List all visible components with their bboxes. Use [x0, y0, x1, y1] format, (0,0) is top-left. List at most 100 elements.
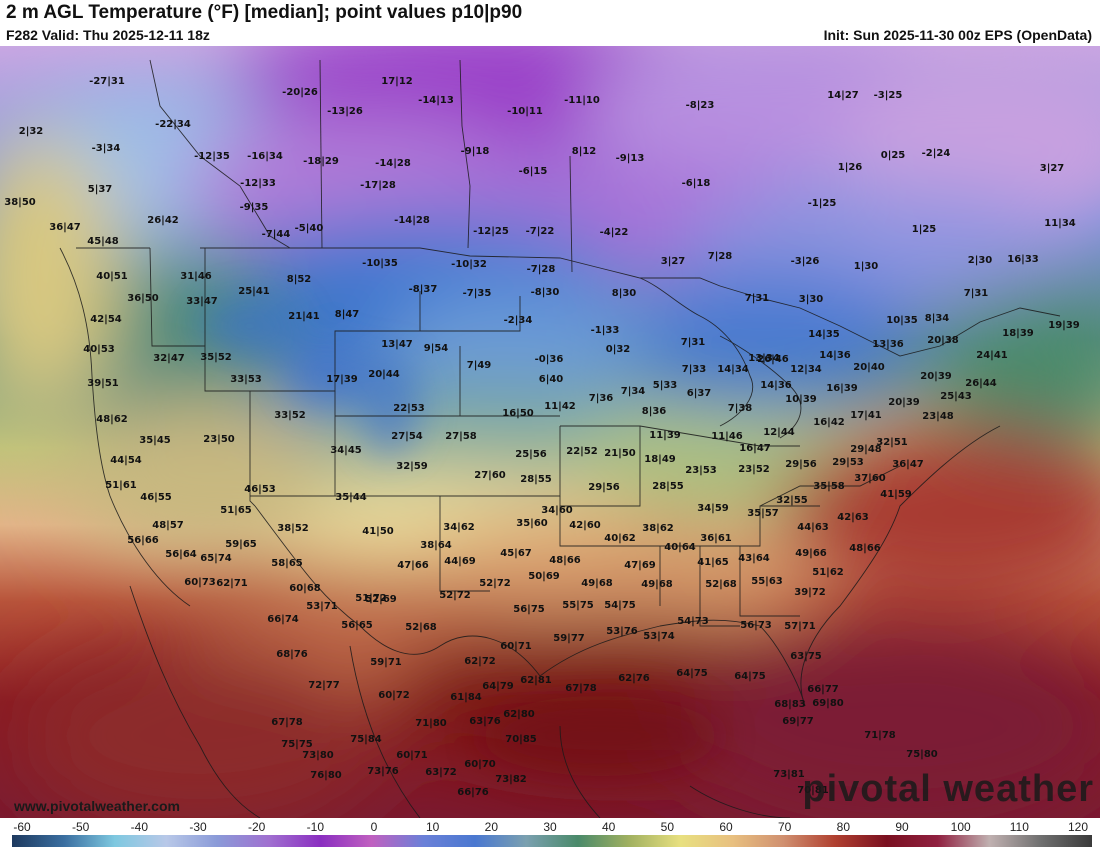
point-value-label: -12|35: [194, 151, 230, 162]
point-value-label: 35|58: [813, 481, 845, 492]
point-value-label: 8|12: [571, 146, 597, 157]
point-value-label: 32|55: [776, 495, 808, 506]
point-value-label: -0|36: [534, 354, 564, 365]
point-value-label: -7|22: [525, 226, 555, 237]
point-value-label: -5|40: [294, 223, 324, 234]
point-value-label: 52|72: [479, 578, 511, 589]
point-value-label: 25|41: [238, 286, 270, 297]
colorbar-tick-label: 90: [895, 820, 909, 834]
colorbar-tick-label: -30: [189, 820, 207, 834]
point-value-label: 62|76: [618, 673, 650, 684]
point-value-label: 41|59: [880, 489, 912, 500]
point-value-label: 7|36: [588, 393, 614, 404]
point-value-label: 7|38: [727, 403, 753, 414]
point-value-label: 11|46: [711, 431, 743, 442]
point-value-label: 52|69: [365, 594, 397, 605]
point-value-label: 17|12: [381, 76, 413, 87]
point-value-label: 52|68: [405, 622, 437, 633]
colorbar-tick-label: 120: [1067, 820, 1089, 834]
colorbar-tick-label: 30: [543, 820, 557, 834]
point-value-label: 34|60: [541, 505, 573, 516]
point-value-label: 73|76: [367, 766, 399, 777]
point-value-label: 27|54: [391, 431, 423, 442]
point-value-label: 53|76: [606, 626, 638, 637]
point-value-label: 16|33: [1007, 254, 1039, 265]
point-value-label: -8|30: [530, 287, 560, 298]
point-value-label: 55|63: [751, 576, 783, 587]
point-value-label: 41|50: [362, 526, 394, 537]
point-value-label: 45|48: [87, 236, 119, 247]
init-time: Init: Sun 2025-11-30 00z EPS (OpenData): [823, 27, 1092, 43]
colorbar-tick-label: -50: [71, 820, 90, 834]
point-value-label: 71|80: [415, 718, 447, 729]
point-value-label: 36|50: [127, 293, 159, 304]
point-value-label: 9|54: [423, 343, 449, 354]
point-value-label: 51|62: [812, 567, 844, 578]
point-value-label: 20|39: [920, 371, 952, 382]
point-value-label: 61|84: [450, 692, 482, 703]
point-value-label: 7|31: [963, 288, 989, 299]
point-value-label: 40|51: [96, 271, 128, 282]
point-value-label: 28|55: [520, 474, 552, 485]
point-value-label: 25|56: [515, 449, 547, 460]
point-value-label: 47|69: [624, 560, 656, 571]
colorbar-tick-label: 80: [836, 820, 851, 834]
point-value-label: -10|35: [362, 258, 398, 269]
point-value-label: -6|15: [518, 166, 548, 177]
point-value-label: 32|51: [876, 437, 908, 448]
point-value-label: -3|25: [873, 90, 903, 101]
point-value-label: 43|64: [738, 553, 770, 564]
point-value-label: 64|79: [482, 681, 514, 692]
point-value-label: 54|75: [604, 600, 636, 611]
point-value-label: 18|49: [644, 454, 676, 465]
point-value-label: 22|53: [393, 403, 425, 414]
point-value-label: 11|39: [649, 430, 681, 441]
point-value-label: 48|66: [549, 555, 581, 566]
point-value-label: 35|57: [747, 508, 779, 519]
colorbar-tick-label: -20: [247, 820, 266, 834]
point-value-label: 27|58: [445, 431, 477, 442]
point-value-label: 33|47: [186, 296, 218, 307]
point-value-label: 23|50: [203, 434, 235, 445]
point-value-label: 31|46: [180, 271, 212, 282]
point-value-label: 29|48: [850, 444, 882, 455]
point-value-label: 36|47: [49, 222, 81, 233]
point-value-label: 33|53: [230, 374, 262, 385]
point-value-label: -10|32: [451, 259, 487, 270]
point-value-label: 8|34: [924, 313, 950, 324]
point-value-label: 73|80: [302, 750, 334, 761]
point-value-label: 75|84: [350, 734, 382, 745]
point-value-label: 20|39: [888, 397, 920, 408]
point-value-label: 13|34: [748, 353, 780, 364]
point-value-label: 51|61: [105, 480, 137, 491]
point-value-label: 21|41: [288, 311, 320, 322]
point-value-label: 70|85: [505, 734, 537, 745]
point-value-label: 56|73: [740, 620, 772, 631]
boundaries: [59, 59, 1061, 818]
point-value-label: -4|22: [599, 227, 629, 238]
valid-time: F282 Valid: Thu 2025-12-11 18z: [6, 27, 210, 43]
point-value-label: 6|37: [686, 388, 712, 399]
point-value-label: 32|59: [396, 461, 428, 472]
website-watermark[interactable]: www.pivotalweather.com: [14, 798, 180, 814]
point-value-label: 8|30: [611, 288, 637, 299]
point-value-label: 60|73: [184, 577, 216, 588]
point-value-label: 59|65: [225, 539, 257, 550]
point-value-label: 63|72: [425, 767, 457, 778]
point-value-label: 40|53: [83, 344, 115, 355]
colorbar-tick-label: -60: [13, 820, 31, 834]
point-value-label: 51|65: [220, 505, 252, 516]
temperature-map[interactable]: -27|31 -20|26 17|12 -14|13 -10|11 -11|10 -8|23…: [0, 46, 1100, 818]
point-value-label: 3|30: [798, 294, 824, 305]
point-value-label: 7|49: [466, 360, 492, 371]
point-value-label: 38|62: [642, 523, 674, 534]
point-value-label: 34|62: [443, 522, 475, 533]
point-value-label: 71|78: [864, 730, 896, 741]
point-value-label: -12|33: [240, 178, 276, 189]
point-value-label: 0|32: [605, 344, 631, 355]
point-value-label: 56|75: [513, 604, 545, 615]
point-value-label: 26|42: [147, 215, 179, 226]
point-value-label: 29|53: [832, 457, 864, 468]
point-value-label: 66|76: [457, 787, 489, 798]
point-value-label: 42|63: [837, 512, 869, 523]
